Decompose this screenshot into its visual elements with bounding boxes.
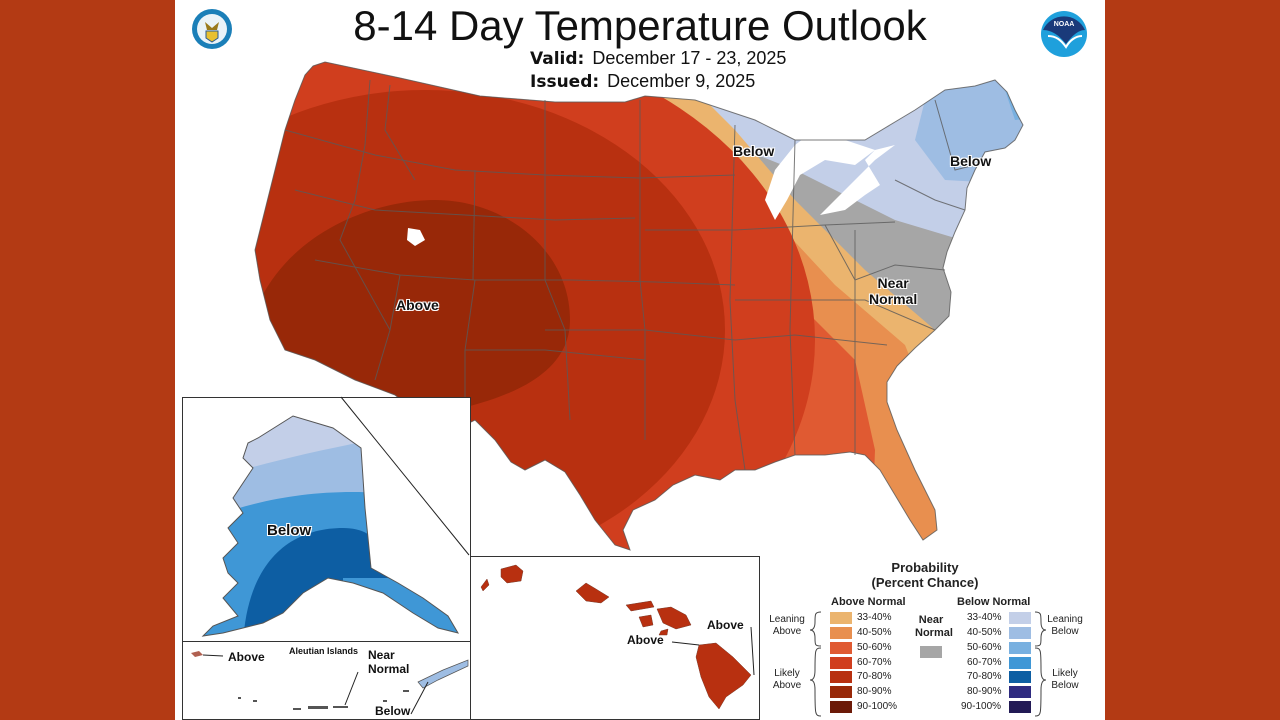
legend-pct-below-5: 80-90% xyxy=(967,686,1002,697)
legend-near-line-2: Normal xyxy=(915,627,953,639)
legend-swatch-above-5 xyxy=(830,686,852,698)
map-title: 8-14 Day Temperature Outlook xyxy=(353,2,927,49)
legend-brace-below xyxy=(1034,611,1047,717)
legend-swatch-above-3 xyxy=(830,657,852,669)
map-label-midwest-below: Below xyxy=(733,143,775,159)
map-label-northeast-below: Below xyxy=(950,153,992,169)
legend-pct-below-0: 33-40% xyxy=(967,612,1002,623)
map-label-near-normal: Near Normal xyxy=(869,275,917,307)
legend-swatch-above-1 xyxy=(830,627,852,639)
hawaii-inset: Above Above xyxy=(470,556,760,720)
inset-connector-line xyxy=(340,396,470,556)
legend-near-line-1: Near xyxy=(918,614,944,626)
alaska-map xyxy=(201,415,460,637)
legend-swatch-below-3 xyxy=(1009,657,1031,669)
legend-title-1: Probability xyxy=(891,560,959,575)
legend-swatch-above-0 xyxy=(830,612,852,624)
aleutian-label-near-normal: Near Normal xyxy=(368,648,409,676)
alaska-inset: Below xyxy=(182,397,471,644)
aleutian-title: Aleutian Islands xyxy=(289,646,359,656)
likely-above-line-2: Above xyxy=(772,680,802,691)
issued-label: Issued: xyxy=(530,72,600,92)
leaning-above-line-2: Above xyxy=(772,626,802,637)
aleutian-inset: Above Aleutian Islands Near Normal Below xyxy=(182,641,471,720)
legend-pct-above-4: 70-80% xyxy=(857,671,892,682)
legend-pct-below-2: 50-60% xyxy=(967,642,1002,653)
legend-below-header: Below Normal xyxy=(957,596,1031,608)
valid-dates: Valid: December 17 - 23, 2025 xyxy=(530,48,786,69)
valid-value: December 17 - 23, 2025 xyxy=(592,48,787,68)
near-normal-line-1: Near xyxy=(877,275,909,291)
outlook-map-panel: 8-14 Day Temperature Outlook Valid: Decem… xyxy=(175,0,1105,720)
legend-pct-above-6: 90-100% xyxy=(857,701,898,712)
legend-pct-above-1: 40-50% xyxy=(857,627,892,638)
legend-pct-below-6: 90-100% xyxy=(961,701,1002,712)
likely-above-line-1: Likely xyxy=(774,668,800,679)
aleutian-near-line-2: Normal xyxy=(368,662,410,676)
leaning-above-line-1: Leaning xyxy=(769,614,805,625)
legend-near-header: Near Normal xyxy=(915,614,953,640)
legend-swatch-below-2 xyxy=(1009,642,1031,654)
alaska-label-below: Below xyxy=(267,522,312,539)
aleutian-label-above: Above xyxy=(228,650,265,664)
issued-date: Issued: December 9, 2025 xyxy=(530,71,755,92)
likely-below-line-1: Likely xyxy=(1052,668,1078,679)
map-label-west-above: Above xyxy=(396,297,439,313)
aleutian-label-below: Below xyxy=(375,704,411,718)
hawaii-map xyxy=(480,564,755,710)
probability-legend: Probability (Percent Chance) Above Norma… xyxy=(765,558,1100,720)
legend-pct-above-3: 60-70% xyxy=(857,657,892,668)
issued-value: December 9, 2025 xyxy=(607,71,756,91)
legend-swatch-above-2 xyxy=(830,642,852,654)
legend-swatch-below-1 xyxy=(1009,627,1031,639)
legend-pct-below-3: 60-70% xyxy=(967,657,1002,668)
legend-likely-above: Likely Above xyxy=(767,668,807,692)
likely-below-line-2: Below xyxy=(1051,680,1079,691)
hawaii-label-above-1: Above xyxy=(627,633,664,647)
legend-pct-below-1: 40-50% xyxy=(967,627,1002,638)
legend-title-2: (Percent Chance) xyxy=(871,575,979,590)
legend-pct-below-4: 70-80% xyxy=(967,671,1002,682)
hawaii-label-above-2: Above xyxy=(707,618,744,632)
aleutian-near-line-1: Near xyxy=(368,648,395,662)
near-normal-line-2: Normal xyxy=(869,291,918,307)
legend-likely-below: Likely Below xyxy=(1045,668,1085,692)
legend-swatch-above-6 xyxy=(830,701,852,713)
legend-leaning-above: Leaning Above xyxy=(767,614,807,638)
legend-leaning-below: Leaning Below xyxy=(1045,614,1085,638)
leaning-below-line-1: Leaning xyxy=(1047,614,1083,625)
legend-swatch-near-normal xyxy=(920,646,942,658)
legend-swatch-above-4 xyxy=(830,671,852,683)
noaa-text: NOAA xyxy=(1054,21,1075,28)
legend-swatch-below-0 xyxy=(1009,612,1031,624)
legend-pct-above-0: 33-40% xyxy=(857,612,892,623)
valid-label: Valid: xyxy=(530,49,585,69)
aleutian-map xyxy=(191,651,469,715)
legend-brace-above xyxy=(809,611,822,717)
legend-swatch-below-6 xyxy=(1009,701,1031,713)
legend-pct-above-5: 80-90% xyxy=(857,686,892,697)
legend-swatch-below-5 xyxy=(1009,686,1031,698)
commerce-seal-icon xyxy=(192,9,232,49)
noaa-logo-icon: NOAA xyxy=(1041,11,1087,57)
legend-above-header: Above Normal xyxy=(831,596,906,608)
legend-pct-above-2: 50-60% xyxy=(857,642,892,653)
legend-swatch-below-4 xyxy=(1009,671,1031,683)
leaning-below-line-2: Below xyxy=(1051,626,1079,637)
